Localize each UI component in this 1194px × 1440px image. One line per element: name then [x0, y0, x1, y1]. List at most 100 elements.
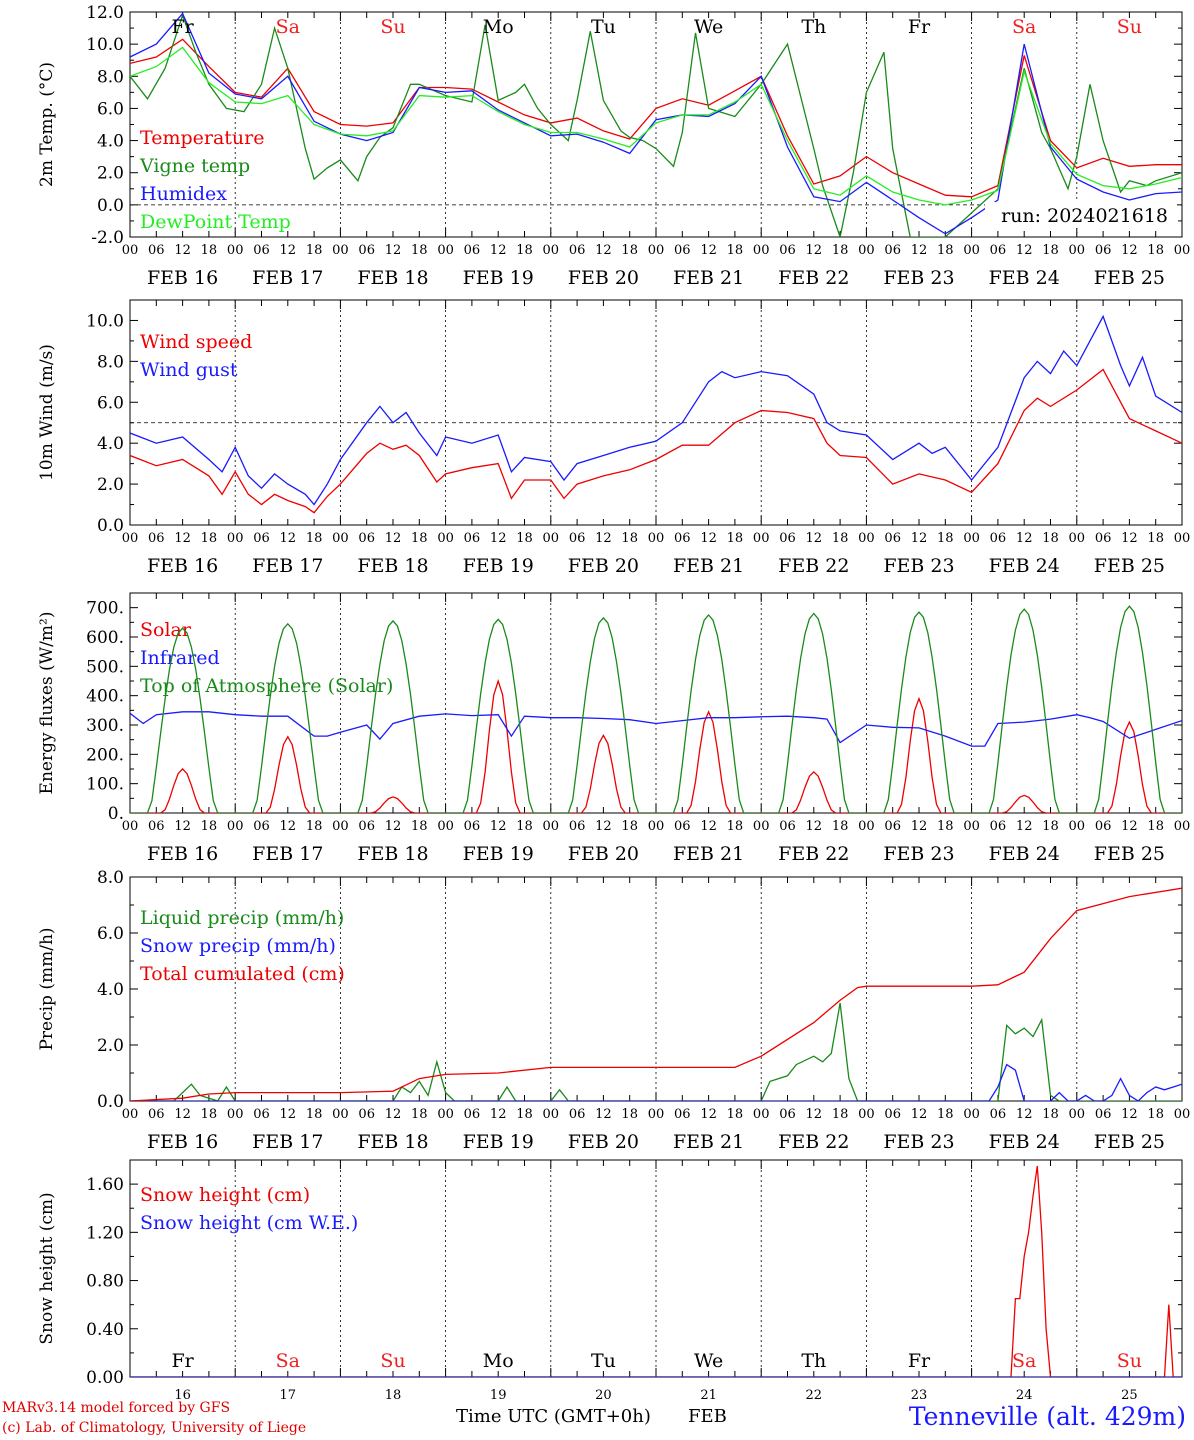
- date-label: FEB 22: [778, 843, 849, 865]
- y-tick-label: 12.0: [86, 3, 124, 23]
- y-tick-label: 0.40: [86, 1320, 124, 1340]
- hour-tick-label: 12: [174, 531, 191, 546]
- date-label: FEB 24: [989, 555, 1060, 577]
- hour-tick-label: 12: [911, 819, 928, 834]
- date-label: FEB 23: [883, 267, 954, 289]
- hour-tick-label: 06: [569, 1107, 586, 1122]
- day-label: We: [694, 16, 723, 38]
- hour-tick-label: 18: [411, 531, 428, 546]
- date-label: FEB 19: [463, 843, 534, 865]
- hour-tick-label: 00: [332, 243, 349, 258]
- hour-tick-label: 12: [280, 531, 297, 546]
- date-label: FEB 17: [252, 267, 323, 289]
- legend-entry: Total cumulated (cm): [140, 963, 345, 985]
- date-label: FEB 19: [463, 267, 534, 289]
- hour-tick-label: 00: [543, 243, 560, 258]
- y-tick-label: 300.: [86, 716, 124, 736]
- hour-tick-label: 18: [306, 531, 323, 546]
- hour-tick-label: 06: [148, 531, 165, 546]
- hour-tick-label: 00: [227, 243, 244, 258]
- hour-tick-label: 06: [674, 819, 691, 834]
- date-label: FEB 22: [778, 1131, 849, 1153]
- y-tick-label: 10.0: [86, 311, 124, 331]
- series-line-red: [130, 678, 1182, 813]
- y-tick-label: 8.0: [97, 67, 124, 87]
- hour-tick-label: 12: [595, 1107, 612, 1122]
- credit-line-1: MARv3.14 model forced by GFS: [2, 1400, 231, 1416]
- hour-tick-label: 00: [1069, 531, 1086, 546]
- day-label: Su: [1117, 1350, 1142, 1372]
- hour-tick-label: 00: [753, 1107, 770, 1122]
- day-label: Fr: [908, 16, 931, 38]
- y-tick-label: 0.00: [86, 1368, 124, 1388]
- hour-tick-label: 12: [385, 531, 402, 546]
- hour-tick-label: 18: [411, 819, 428, 834]
- date-label: FEB 18: [357, 1131, 428, 1153]
- y-tick-label: 6.0: [97, 393, 124, 413]
- hour-tick-label: 18: [1147, 819, 1164, 834]
- date-tick-label: 16: [174, 1388, 191, 1403]
- hour-tick-label: 00: [963, 819, 980, 834]
- date-label: FEB 20: [568, 843, 639, 865]
- hour-tick-label: 12: [280, 819, 297, 834]
- run-label: run: 2024021618: [1001, 205, 1168, 227]
- hour-tick-label: 18: [306, 1107, 323, 1122]
- hour-tick-label: 06: [779, 1107, 796, 1122]
- hour-tick-label: 06: [884, 531, 901, 546]
- hour-tick-label: 18: [516, 243, 533, 258]
- hour-tick-label: 12: [490, 819, 507, 834]
- y-tick-label: 1.20: [86, 1223, 124, 1243]
- hour-tick-label: 06: [569, 819, 586, 834]
- date-label: FEB 20: [568, 267, 639, 289]
- hour-tick-label: 00: [332, 1107, 349, 1122]
- hour-tick-label: 06: [779, 531, 796, 546]
- legend-entry: Infrared: [140, 647, 220, 669]
- hour-tick-label: 00: [122, 819, 139, 834]
- hour-tick-label: 12: [806, 531, 823, 546]
- y-tick-label: 2.0: [97, 1036, 124, 1056]
- hour-tick-label: 06: [464, 531, 481, 546]
- y-tick-label: 4.0: [97, 980, 124, 1000]
- date-label: FEB 21: [673, 555, 744, 577]
- hour-tick-label: 18: [411, 243, 428, 258]
- y-axis-label: Energy fluxes (W/m²): [37, 612, 57, 795]
- y-tick-label: 100.: [86, 775, 124, 795]
- hour-tick-label: 06: [569, 531, 586, 546]
- y-tick-label: 700.: [86, 599, 124, 619]
- hour-tick-label: 18: [727, 819, 744, 834]
- hour-tick-label: 00: [1174, 819, 1191, 834]
- credit-line-2: (c) Lab. of Climatology, University of L…: [2, 1420, 307, 1436]
- hour-tick-label: 00: [1069, 1107, 1086, 1122]
- hour-tick-label: 06: [358, 819, 375, 834]
- hour-tick-label: 18: [1042, 531, 1059, 546]
- date-label: FEB 17: [252, 843, 323, 865]
- hour-tick-label: 00: [753, 243, 770, 258]
- y-tick-label: -2.0: [91, 228, 124, 248]
- series-line-red: [130, 368, 1182, 514]
- hour-tick-label: 06: [358, 243, 375, 258]
- hour-tick-label: 12: [385, 819, 402, 834]
- hour-tick-label: 12: [280, 243, 297, 258]
- day-label: Mo: [483, 1350, 514, 1372]
- hour-tick-label: 18: [937, 819, 954, 834]
- hour-tick-label: 06: [990, 531, 1007, 546]
- hour-tick-label: 12: [700, 531, 717, 546]
- hour-tick-label: 06: [779, 819, 796, 834]
- y-tick-label: 8.0: [97, 352, 124, 372]
- date-label: FEB 23: [883, 555, 954, 577]
- hour-tick-label: 00: [858, 531, 875, 546]
- hour-tick-label: 00: [1174, 531, 1191, 546]
- hour-tick-label: 18: [201, 243, 218, 258]
- hour-tick-label: 06: [1095, 819, 1112, 834]
- y-tick-label: 10.0: [86, 35, 124, 55]
- legend-entry: Temperature: [140, 127, 264, 149]
- hour-tick-label: 12: [595, 243, 612, 258]
- legend-entry: Wind speed: [140, 331, 252, 353]
- date-label: FEB 19: [463, 1131, 534, 1153]
- hour-tick-label: 06: [148, 819, 165, 834]
- hour-tick-label: 00: [858, 819, 875, 834]
- hour-tick-label: 12: [700, 819, 717, 834]
- hour-tick-label: 00: [437, 1107, 454, 1122]
- date-label: FEB 21: [673, 843, 744, 865]
